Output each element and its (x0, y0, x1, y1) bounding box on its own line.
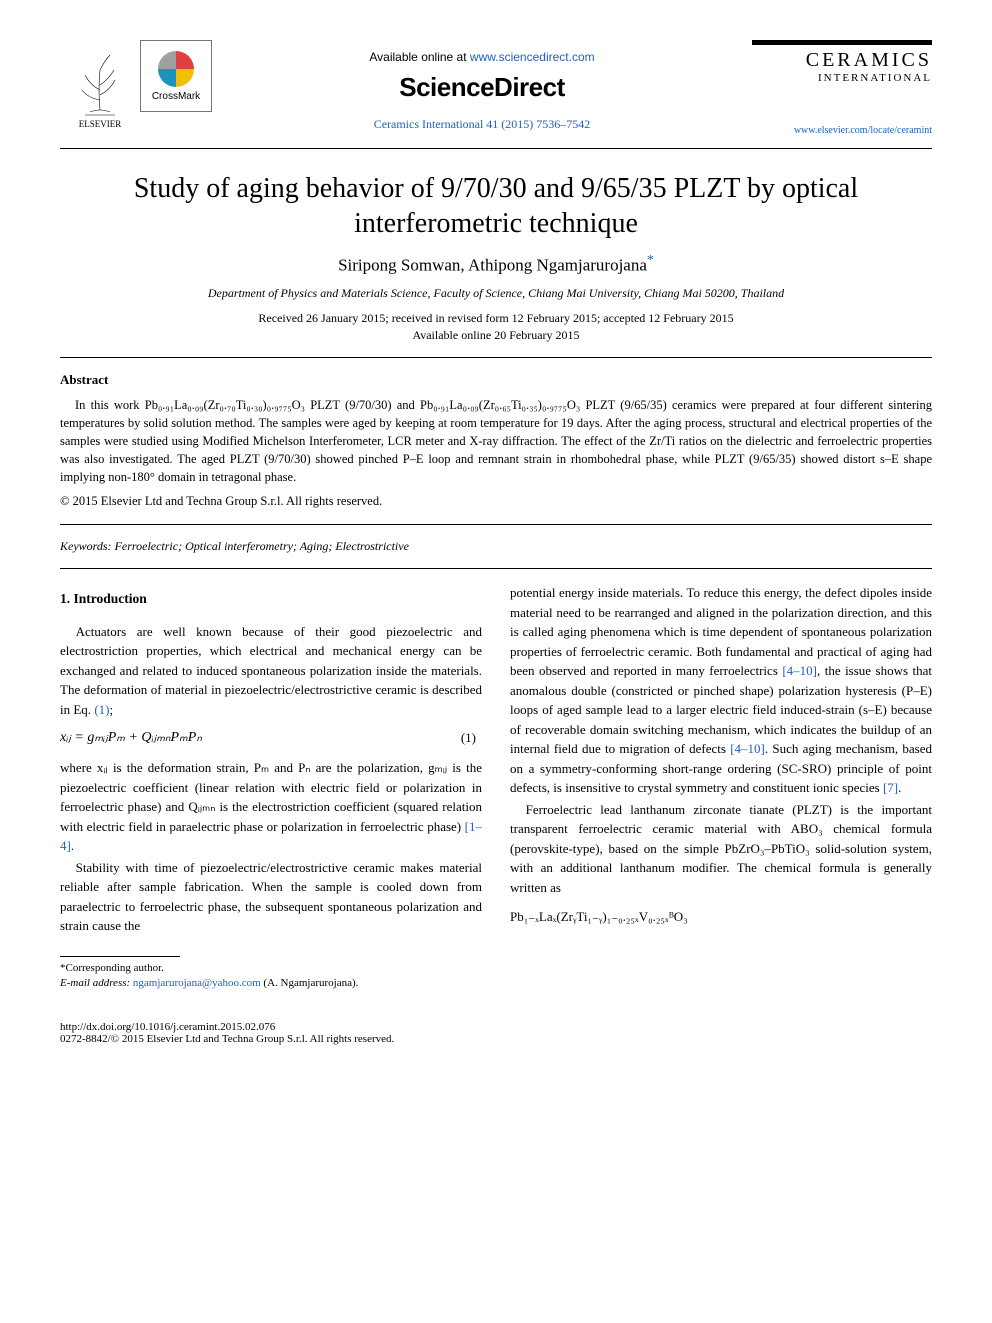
intro-p1: Actuators are well known because of thei… (60, 622, 482, 720)
abstract-body: In this work Pb₀.₉₁La₀.₀₉(Zr₀.₇₀Ti₀.₃₀)₀… (60, 396, 932, 511)
equation-1-row: xᵢⱼ = gₘᵢⱼPₘ + QᵢⱼₘₙPₘPₙ (1) (60, 727, 482, 748)
journal-ref-link[interactable]: Ceramics International 41 (2015) 7536–75… (374, 117, 591, 131)
rule-above-abstract (60, 357, 932, 358)
rule-below-abstract (60, 524, 932, 525)
article-title: Study of aging behavior of 9/70/30 and 9… (60, 171, 932, 241)
journal-homepage-link[interactable]: www.elsevier.com/locate/ceramint (794, 125, 932, 136)
rule-below-keywords (60, 568, 932, 569)
corresponding-author-mark[interactable]: * (647, 253, 654, 268)
journal-reference: Ceramics International 41 (2015) 7536–75… (212, 117, 752, 132)
authors-text: Siripong Somwan, Athipong Ngamjarurojana (338, 256, 647, 275)
col2-p1: potential energy inside materials. To re… (510, 583, 932, 798)
email-tail: (A. Ngamjarurojana). (261, 977, 359, 989)
available-prefix: Available online at (369, 50, 470, 64)
corr-email-link[interactable]: ngamjarurojana@yahoo.com (133, 977, 261, 989)
crossmark-badge[interactable]: CrossMark (140, 40, 212, 112)
email-label: E-mail address: (60, 977, 133, 989)
rule-top (60, 148, 932, 149)
header-center: Available online at www.sciencedirect.co… (212, 40, 752, 132)
page-root: ELSEVIER CrossMark Available online at w… (0, 0, 992, 1105)
issn-copyright: 0272-8842/© 2015 Elsevier Ltd and Techna… (60, 1033, 932, 1045)
journal-logo: CERAMICS INTERNATIONAL www.elsevier.com/… (752, 40, 932, 138)
intro-p2-text: where xᵢⱼ is the deformation strain, Pₘ … (60, 760, 482, 834)
sciencedirect-logo: ScienceDirect (212, 72, 752, 103)
header-row: ELSEVIER CrossMark Available online at w… (60, 40, 932, 138)
email-footnote: E-mail address: ngamjarurojana@yahoo.com… (60, 976, 482, 991)
sciencedirect-url-link[interactable]: www.sciencedirect.com (470, 50, 595, 64)
column-right: potential energy inside materials. To re… (510, 583, 932, 991)
available-online-line: Available online at www.sciencedirect.co… (212, 50, 752, 64)
footnote-separator (60, 956, 180, 957)
affiliation: Department of Physics and Materials Scie… (60, 286, 932, 301)
abstract-heading: Abstract (60, 372, 932, 388)
history-dates-1: Received 26 January 2015; received in re… (60, 311, 932, 326)
elsevier-tree-icon: ELSEVIER (60, 40, 140, 130)
elsevier-logo: ELSEVIER (60, 40, 140, 135)
crossmark-label: CrossMark (152, 91, 200, 102)
abstract-paragraph: In this work Pb₀.₉₁La₀.₀₉(Zr₀.₇₀Ti₀.₃₀)₀… (60, 396, 932, 487)
keywords-label: Keywords: (60, 539, 112, 553)
elsevier-text: ELSEVIER (79, 119, 122, 129)
journal-title-line1: CERAMICS (752, 49, 932, 72)
intro-p2: where xᵢⱼ is the deformation strain, Pₘ … (60, 758, 482, 856)
section-1-heading: 1. Introduction (60, 589, 482, 609)
equation-1: xᵢⱼ = gₘᵢⱼPₘ + QᵢⱼₘₙPₘPₙ (60, 727, 202, 748)
two-column-body: 1. Introduction Actuators are well known… (60, 583, 932, 991)
cite-4-10-a[interactable]: [4–10] (782, 663, 817, 678)
corresponding-footnote: *Corresponding author. (60, 961, 482, 976)
equation-1-number: (1) (461, 728, 482, 748)
author-list: Siripong Somwan, Athipong Ngamjarurojana… (60, 253, 932, 276)
doi-block: http://dx.doi.org/10.1016/j.ceramint.201… (60, 1021, 932, 1045)
chemical-formula: Pb₁₋ₓLaₓ(ZrᵧTi₁₋ᵧ)₁₋₀.₂₅ₓV₀.₂₅ₓᴮO₃ (510, 907, 932, 927)
journal-title-line2: INTERNATIONAL (752, 72, 932, 84)
crossmark-icon (158, 51, 194, 87)
intro-p1-text: Actuators are well known because of thei… (60, 624, 482, 717)
col2-p2: Ferroelectric lead lanthanum zirconate t… (510, 800, 932, 898)
keywords-text: Ferroelectric; Optical interferometry; A… (112, 539, 409, 553)
keywords-line: Keywords: Ferroelectric; Optical interfe… (60, 539, 932, 554)
intro-p3: Stability with time of piezoelectric/ele… (60, 858, 482, 936)
cite-7[interactable]: [7] (883, 780, 898, 795)
eq1-ref-link[interactable]: (1) (94, 702, 109, 717)
copyright-line: © 2015 Elsevier Ltd and Techna Group S.r… (60, 492, 932, 510)
cite-4-10-b[interactable]: [4–10] (730, 741, 765, 756)
doi-url: http://dx.doi.org/10.1016/j.ceramint.201… (60, 1021, 932, 1033)
column-left: 1. Introduction Actuators are well known… (60, 583, 482, 991)
history-dates-2: Available online 20 February 2015 (60, 328, 932, 343)
